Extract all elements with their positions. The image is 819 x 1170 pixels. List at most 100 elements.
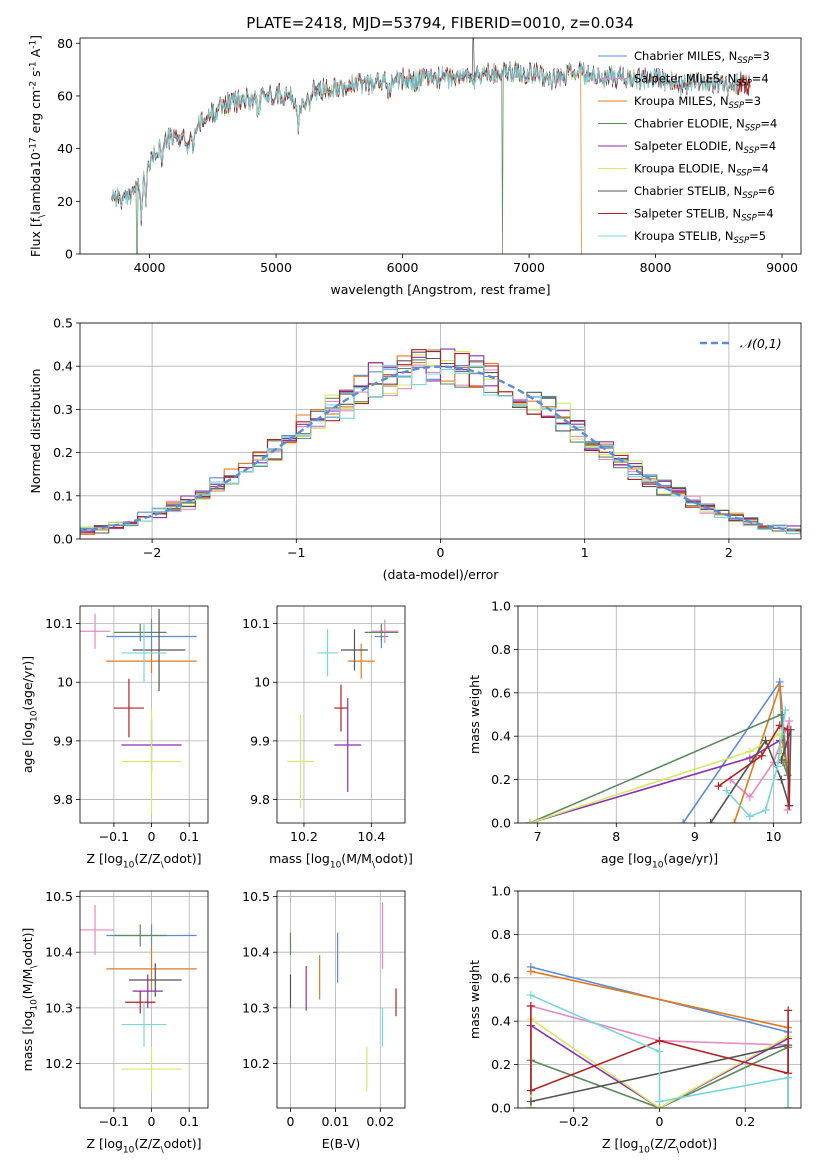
y-tick-label: 0.2 (491, 1057, 511, 1072)
y-tick-label: 10.5 (45, 889, 73, 904)
plot-area (526, 962, 793, 1108)
y-tick-label: 10.5 (242, 889, 270, 904)
x-axis-label: wavelength [Angstrom, rest frame] (330, 282, 550, 297)
x-axis-label: mass [log10(M/M\odot)] (269, 851, 413, 870)
panel-weights_vs_Z: −0.2 0 0.2 0.0 0.2 0.4 0.6 0.8 1.0 Z [log10(Z/Z\o… (467, 884, 802, 1155)
x-tick-label: 10.4 (357, 829, 385, 844)
panels: 4000 5000 6000 7000 8000 9000020406080wavelen… (20, 35, 802, 1155)
weight-marker (706, 819, 715, 823)
legend-label: Chabrier MILES, NSSP=3 (634, 49, 770, 66)
x-tick-label: 0.02 (366, 1114, 394, 1129)
y-tick-label: 0.8 (491, 927, 511, 942)
axes-frame (276, 605, 406, 824)
y-tick-label: 0.4 (491, 729, 511, 744)
panel-age_vs_mass: 10.2 10.4 9.8 9.9 10 10.1 mass [log10(M/M\odot… (242, 605, 413, 870)
y-tick-label: 10.3 (242, 1000, 270, 1015)
legend-label: Kroupa ELODIE, NSSP=4 (634, 162, 769, 179)
y-tick-label: 10.3 (45, 1000, 73, 1015)
weight-marker (773, 762, 782, 771)
y-axis-label: Normed distribution (28, 369, 43, 494)
weight-marker (784, 1006, 793, 1015)
x-tick-label: 0 (286, 1114, 294, 1129)
legend-label: Salpeter STELIB, NSSP=4 (634, 207, 774, 224)
y-tick-label: 10 (57, 675, 73, 690)
x-tick-label: 0.1 (179, 829, 199, 844)
y-tick-label: 1.0 (491, 884, 511, 899)
y-tick-label: 0.8 (491, 642, 511, 657)
axes-frame (79, 322, 802, 540)
x-tick-label: 2 (725, 545, 733, 560)
x-tick-label: 0 (437, 545, 445, 560)
x-axis-label: E(B-V) (322, 1136, 361, 1151)
panel-mass_vs_Z: −0.1 0 0.1 10.2 10.3 10.4 10.5 Z [log10(Z/Z\odo… (20, 889, 209, 1155)
x-tick-label: 8000 (640, 260, 672, 275)
axes-frame (79, 37, 802, 255)
weight-marker (525, 819, 534, 823)
y-tick-label: 0.6 (491, 970, 511, 985)
weight-series-line (530, 970, 789, 1029)
x-tick-label: −0.1 (99, 829, 129, 844)
y-tick-label: 1.0 (491, 599, 511, 614)
plot-area (287, 619, 399, 809)
plot-area (111, 38, 751, 254)
weight-marker (655, 1036, 664, 1045)
legend: 𝒩(0,1) (700, 336, 782, 351)
y-tick-label: 0.0 (491, 816, 511, 831)
spectrum-series-line (111, 63, 739, 222)
weight-marker (757, 751, 766, 760)
y-tick-label: 9.9 (250, 733, 270, 748)
spectrum-series-line (111, 38, 751, 227)
y-axis-label: age [log10(age/yr)] (20, 656, 39, 773)
x-tick-label: 0.2 (735, 1114, 755, 1129)
panel-weights_vs_age: 7 8 9 10 0.0 0.2 0.4 0.6 0.8 1.0 age [log10(age/yr… (467, 599, 802, 870)
legend-label: Kroupa STELIB, NSSP=5 (634, 229, 766, 246)
x-tick-label: 9000 (766, 260, 798, 275)
x-axis-label: age [log10(age/yr)] (601, 851, 718, 870)
y-tick-label: 0.4 (53, 359, 73, 374)
y-tick-label: 0.1 (53, 488, 73, 503)
x-tick-label: 7 (534, 829, 542, 844)
y-axis-label: Flux [f\lambda10-17 erg cm-2 s-1 A-1] (28, 35, 47, 257)
y-tick-label: 9.8 (250, 792, 270, 807)
x-axis-label: (data-model)/error (383, 567, 500, 582)
x-tick-label: 0 (656, 1114, 664, 1129)
x-tick-label: 5000 (260, 260, 292, 275)
x-axis-label: Z [log10(Z/Z\odot)] (86, 851, 201, 870)
weight-marker (761, 805, 770, 814)
y-tick-label: 0.3 (53, 402, 73, 417)
y-tick-label: 80 (57, 36, 73, 51)
y-tick-label: 0.6 (491, 685, 511, 700)
spectrum-series-line (111, 61, 751, 254)
weight-marker (777, 775, 786, 784)
weight-marker (745, 792, 754, 801)
weight-marker (526, 1086, 535, 1095)
axes-frame (517, 890, 802, 1109)
y-tick-label: 9.8 (53, 792, 73, 807)
weight-marker (745, 747, 754, 756)
y-tick-label: 60 (57, 88, 73, 103)
y-axis-label: mass weight (467, 675, 482, 754)
legend-label: Kroupa MILES, NSSP=3 (634, 94, 761, 111)
y-axis-label: mass [log10(M/M\odot)] (20, 928, 39, 1072)
y-tick-label: 0.5 (53, 316, 73, 331)
x-tick-label: 10.2 (290, 829, 318, 844)
weight-marker (781, 706, 790, 715)
y-tick-label: 0.0 (491, 1101, 511, 1116)
legend-label: Salpeter ELODIE, NSSP=4 (634, 139, 776, 156)
plot-area (289, 902, 397, 1092)
x-axis-label: Z [log10(Z/Z\odot)] (86, 1136, 201, 1155)
y-tick-label: 9.9 (53, 733, 73, 748)
weight-marker (730, 819, 739, 823)
y-tick-label: 10.1 (242, 616, 270, 631)
y-tick-label: 10.4 (45, 945, 73, 960)
weight-marker (745, 812, 754, 821)
axes-frame (517, 605, 802, 824)
weight-marker (526, 967, 535, 976)
x-tick-label: 0 (148, 829, 156, 844)
weight-marker (784, 1104, 793, 1108)
weight-marker (714, 782, 723, 791)
x-tick-label: 0 (148, 1114, 156, 1129)
plot-area (80, 348, 801, 538)
y-tick-label: 0.4 (491, 1014, 511, 1029)
weight-marker (775, 682, 784, 691)
